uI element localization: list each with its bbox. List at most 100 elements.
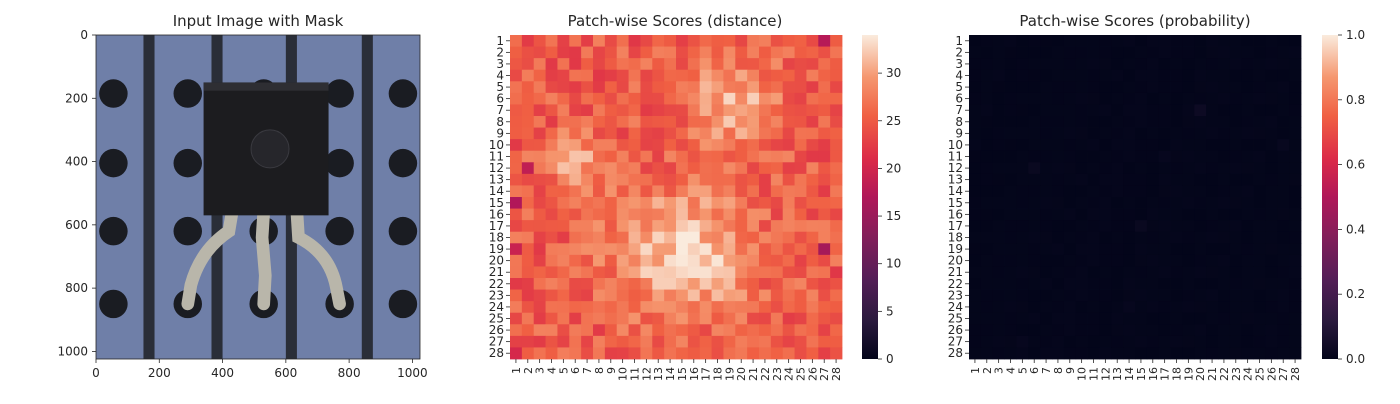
probability-cell xyxy=(1182,220,1195,233)
distance-cell xyxy=(735,231,748,244)
distance-cell xyxy=(640,231,653,244)
probability-cell xyxy=(1253,173,1266,186)
probability-cell xyxy=(1123,243,1136,256)
distance-cell xyxy=(533,150,546,163)
y-tick-label: 1 xyxy=(496,34,504,48)
probability-cell xyxy=(1289,289,1302,302)
probability-cell xyxy=(1158,173,1171,186)
probability-cell xyxy=(1052,197,1065,209)
distance-cell xyxy=(818,278,831,290)
probability-cell xyxy=(1111,289,1124,302)
probability-cell xyxy=(1277,220,1290,233)
probability-cell xyxy=(1206,335,1219,348)
distance-cell xyxy=(735,347,748,360)
board-hole xyxy=(99,148,128,178)
distance-cell xyxy=(557,220,570,233)
distance-cell xyxy=(687,69,701,82)
probability-cell xyxy=(1182,266,1195,279)
probability-cell xyxy=(1253,185,1266,198)
probability-cell xyxy=(1028,173,1041,186)
distance-cell xyxy=(664,92,677,105)
distance-cell xyxy=(593,301,606,314)
distance-colorbar-tick-label: 15 xyxy=(886,209,901,223)
x-tick-label: 7 xyxy=(581,367,594,374)
distance-cell xyxy=(759,185,772,198)
distance-cell xyxy=(557,116,570,128)
probability-cell xyxy=(1146,46,1160,59)
probability-cell xyxy=(1170,266,1183,279)
probability-cell xyxy=(1194,173,1207,186)
distance-cell xyxy=(818,197,831,209)
probability-cell xyxy=(1016,116,1029,128)
distance-cell xyxy=(711,81,724,94)
distance-cell xyxy=(747,58,760,71)
distance-cell xyxy=(510,150,523,163)
probability-cell xyxy=(1206,324,1219,337)
distance-cell xyxy=(759,208,772,221)
probability-cell xyxy=(1229,243,1243,256)
distance-cell xyxy=(711,347,724,360)
y-tick-label: 400 xyxy=(65,155,88,169)
probability-cell xyxy=(1111,58,1124,71)
probability-cell xyxy=(1182,162,1195,175)
probability-cell xyxy=(1170,220,1183,233)
board-hole xyxy=(388,148,418,178)
probability-cell xyxy=(1253,347,1266,360)
probability-cell xyxy=(1289,208,1302,221)
distance-cell xyxy=(557,347,570,360)
distance-cell xyxy=(604,231,618,244)
probability-cell xyxy=(1194,266,1207,279)
probability-cell xyxy=(1158,266,1171,279)
distance-cell xyxy=(545,81,558,94)
y-tick-label: 2 xyxy=(496,45,504,59)
probability-cell xyxy=(980,35,994,47)
distance-cell xyxy=(687,208,701,221)
distance-cell xyxy=(510,254,523,267)
distance-cell xyxy=(533,254,546,267)
x-tick-label: 25 xyxy=(1254,367,1267,381)
distance-cell xyxy=(699,289,712,302)
probability-cell xyxy=(1170,289,1183,302)
probability-cell xyxy=(1146,266,1160,279)
probability-cell xyxy=(1265,127,1278,140)
distance-cell xyxy=(747,335,760,348)
probability-cell xyxy=(1111,173,1124,186)
distance-cell xyxy=(735,162,748,175)
distance-cell xyxy=(806,231,819,244)
probability-cell xyxy=(1004,220,1017,233)
distance-cell xyxy=(545,301,558,314)
distance-cell xyxy=(794,116,807,128)
probability-cell xyxy=(1123,220,1136,233)
probability-cell xyxy=(1028,104,1041,117)
probability-cell xyxy=(1182,243,1195,256)
probability-cell xyxy=(969,312,982,325)
probability-cell xyxy=(1111,46,1124,59)
probability-cell xyxy=(1182,35,1195,47)
probability-cell xyxy=(1123,58,1136,71)
probability-cell xyxy=(1087,150,1100,163)
distance-cell xyxy=(735,173,748,186)
distance-cell xyxy=(664,324,677,337)
distance-cell xyxy=(699,127,712,140)
distance-cell xyxy=(687,231,701,244)
probability-cell xyxy=(1028,243,1041,256)
distance-cell xyxy=(510,231,523,244)
distance-cell xyxy=(759,231,772,244)
probability-cell xyxy=(969,92,982,105)
x-tick-label: 26 xyxy=(806,367,819,381)
distance-cell xyxy=(545,139,558,152)
distance-cell xyxy=(711,69,724,82)
distance-cell xyxy=(759,46,772,59)
distance-cell xyxy=(676,197,689,209)
probability-cell xyxy=(1099,173,1112,186)
distance-cell xyxy=(699,347,712,360)
probability-colorbar-tick-label: 0.0 xyxy=(1346,352,1365,366)
distance-cell xyxy=(711,301,724,314)
distance-cell xyxy=(770,173,784,186)
distance-cell xyxy=(521,150,535,163)
probability-cell xyxy=(1063,173,1077,186)
distance-cell xyxy=(747,127,760,140)
y-tick-label: 19 xyxy=(489,242,504,256)
distance-cell xyxy=(652,301,665,314)
probability-cell xyxy=(1087,347,1100,360)
